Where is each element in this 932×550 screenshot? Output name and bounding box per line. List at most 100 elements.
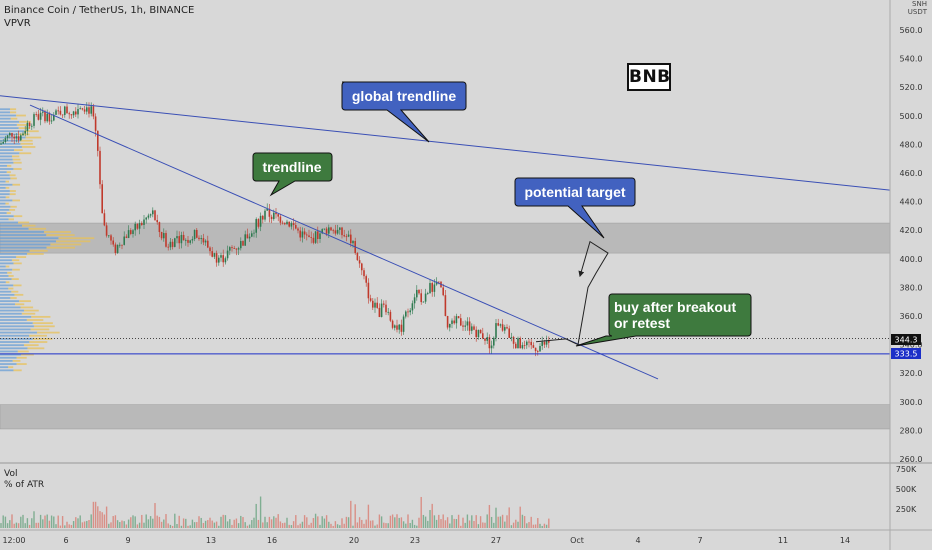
- volume-bar: [460, 525, 462, 528]
- candle-body: [497, 323, 499, 326]
- volume-bar: [193, 522, 196, 528]
- volume-bar: [314, 513, 317, 528]
- volume-profile-bar: [19, 152, 32, 155]
- volume-bar: [444, 520, 447, 528]
- candle-body: [211, 251, 213, 257]
- candle-body: [486, 337, 488, 341]
- volume-bar: [165, 514, 167, 528]
- volume-bar: [477, 524, 480, 528]
- candle-body: [105, 225, 108, 236]
- candle-body: [59, 110, 62, 115]
- volume-bar: [202, 522, 205, 528]
- volume-bar: [499, 516, 502, 528]
- volume-profile-bar: [0, 344, 24, 347]
- volume-profile-bar: [0, 369, 14, 372]
- candle-body: [378, 307, 381, 317]
- volume-bar: [275, 517, 277, 528]
- volume-profile-bar: [0, 183, 13, 186]
- candle-body: [431, 283, 433, 292]
- price-tick-label: 360.0: [900, 312, 923, 321]
- volume-bar: [297, 525, 299, 528]
- volume-bar: [112, 516, 114, 528]
- candle-body: [182, 234, 185, 241]
- volume-profile-bar: [0, 237, 59, 240]
- candle-body: [22, 133, 24, 136]
- time-tick-label: Oct: [570, 536, 584, 545]
- current-price-marker[interactable]: 344.3: [891, 334, 921, 345]
- volume-profile-bar: [14, 293, 24, 296]
- volume-profile-bar: [0, 246, 47, 249]
- volume-bar: [374, 525, 376, 528]
- volume-bar: [273, 516, 275, 528]
- volume-bar: [398, 517, 400, 528]
- volume-bar: [99, 511, 101, 528]
- candle-body: [301, 231, 304, 238]
- candle-body: [504, 327, 506, 331]
- candle-body: [361, 263, 363, 271]
- volume-pane-subtitle: % of ATR: [4, 480, 44, 490]
- volume-bar: [453, 518, 455, 528]
- volume-bar: [435, 519, 438, 528]
- candle-body: [277, 214, 279, 217]
- price-tick-label: 520.0: [900, 83, 923, 92]
- volume-bar: [68, 524, 70, 528]
- volume-bar: [389, 515, 392, 528]
- volume-bar: [303, 515, 306, 528]
- volume-bar: [211, 520, 213, 528]
- candle-body: [339, 227, 341, 230]
- volume-profile-bar: [0, 249, 30, 252]
- volume-profile-bar: [10, 117, 18, 120]
- candle-body: [299, 230, 301, 238]
- volume-bar: [466, 514, 469, 528]
- volume-profile-bar: [0, 152, 20, 155]
- candle-body: [270, 216, 273, 220]
- volume-bar: [189, 525, 191, 528]
- volume-bar: [418, 517, 420, 528]
- volume-bar: [97, 506, 99, 528]
- time-tick-label: 23: [410, 536, 420, 545]
- candle-body: [242, 241, 244, 246]
- volume-bar: [473, 520, 475, 528]
- volume-bar: [53, 516, 55, 528]
- support-price-marker[interactable]: 333.5: [891, 348, 921, 359]
- candle-body: [79, 108, 81, 110]
- volume-profile-bar: [0, 309, 25, 312]
- callout-trendline-text: trendline: [262, 159, 321, 175]
- volume-profile-bar: [0, 275, 9, 277]
- volume-profile-bar: [0, 337, 33, 340]
- price-tick-label: 500.0: [900, 112, 923, 121]
- candle-body: [413, 297, 416, 304]
- global-trendline: [0, 95, 891, 191]
- indicator-label[interactable]: VPVR: [4, 18, 31, 29]
- volume-bar: [545, 524, 548, 528]
- volume-profile-bar: [10, 177, 17, 180]
- current-price-marker-bg: [891, 334, 921, 345]
- volume-bar: [9, 520, 11, 528]
- volume-bar: [13, 523, 15, 528]
- volume-bar: [317, 516, 319, 528]
- volume-profile-bar: [24, 309, 39, 312]
- candle-body: [257, 219, 260, 227]
- volume-bar: [26, 518, 29, 528]
- candle-body: [416, 289, 418, 298]
- volume-profile-bar: [0, 366, 9, 369]
- volume-profile-bar: [21, 312, 36, 315]
- candle-body: [145, 217, 147, 220]
- candle-body: [451, 320, 453, 324]
- volume-bar: [17, 523, 20, 528]
- volume-bar: [248, 524, 251, 528]
- price-tick-label: 460.0: [900, 169, 923, 178]
- time-tick-label: 20: [349, 536, 359, 545]
- candle-body: [64, 106, 66, 115]
- candle-body: [352, 241, 354, 244]
- volume-bar: [539, 523, 541, 528]
- symbol-title[interactable]: Binance Coin / TetherUS, 1h, BINANCE: [4, 5, 195, 16]
- volume-bar: [200, 517, 202, 528]
- volume-profile-bar: [0, 221, 19, 224]
- volume-bar: [70, 524, 73, 528]
- volume-profile-bar: [13, 215, 23, 218]
- volume-bar: [339, 525, 341, 528]
- candle-body: [262, 215, 264, 220]
- candle-body: [466, 321, 469, 326]
